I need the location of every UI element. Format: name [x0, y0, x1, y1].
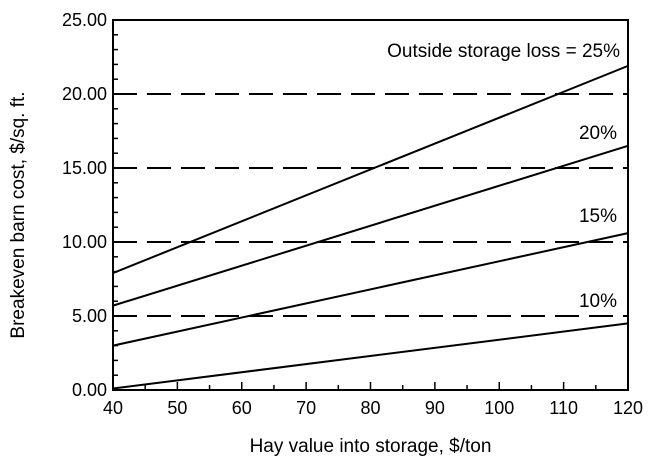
- plot-frame: [112, 19, 629, 391]
- y-tick-label: 25.00: [62, 10, 107, 30]
- y-tick-label: 20.00: [62, 84, 107, 104]
- x-tick-label: 80: [360, 398, 380, 418]
- axis-ticks: [112, 19, 629, 391]
- y-tick-label: 10.00: [62, 232, 107, 252]
- x-tick-label: 90: [425, 398, 445, 418]
- x-tick-label: 120: [613, 398, 643, 418]
- y-tick-label: 15.00: [62, 158, 107, 178]
- y-tick-label: 0.00: [72, 380, 107, 400]
- series-label-3: 10%: [579, 291, 617, 312]
- x-tick-label: 50: [167, 398, 187, 418]
- x-tick-label: 40: [103, 398, 123, 418]
- series-line-3: [112, 322, 629, 390]
- series-line-1: [112, 144, 629, 307]
- x-tick-label: 110: [549, 398, 578, 418]
- series-label-2: 15%: [579, 206, 617, 227]
- series-line-0: [112, 64, 629, 275]
- series-label-1: 20%: [579, 123, 617, 144]
- x-tick-label: 70: [296, 398, 316, 418]
- tick-labels: 40 50 60 70 80 90 100 110 120 0.00 5.00 10.00 15.00 2…: [62, 10, 643, 418]
- series-lines: [112, 64, 629, 390]
- x-axis-label: Hay value into storage, $/ton: [250, 436, 492, 457]
- series-label-0: Outside storage loss = 25%: [387, 41, 620, 62]
- series-line-2: [112, 232, 629, 347]
- x-tick-label: 100: [484, 398, 514, 418]
- reference-lines: [113, 93, 628, 317]
- y-tick-label: 5.00: [72, 306, 107, 326]
- y-axis-label: Breakeven barn cost, $/sq. ft.: [8, 91, 29, 338]
- series-labels: Outside storage loss = 25% 20% 15% 10%: [387, 41, 620, 312]
- x-tick-label: 60: [232, 398, 252, 418]
